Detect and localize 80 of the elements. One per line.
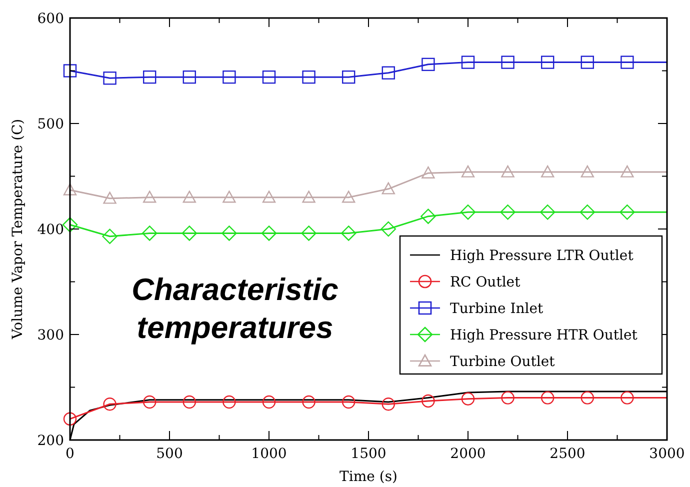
point	[620, 204, 635, 220]
point	[580, 391, 594, 404]
point	[63, 412, 77, 426]
y-axis-title: Volume Vapor Temperature (C)	[10, 118, 26, 340]
x-tick-label: 1500	[350, 446, 386, 462]
point	[380, 221, 396, 237]
point	[580, 204, 595, 220]
point	[342, 70, 356, 84]
point	[382, 182, 395, 194]
y-tick-label: 600	[37, 11, 64, 27]
point	[420, 208, 436, 224]
point	[382, 398, 395, 411]
point	[422, 394, 435, 408]
point	[222, 395, 236, 409]
point	[620, 165, 634, 178]
point	[461, 392, 475, 406]
legend-label: High Pressure HTR Outlet	[450, 328, 638, 344]
point	[382, 66, 395, 80]
point	[501, 391, 514, 404]
point	[62, 217, 78, 232]
x-tick-label: 500	[156, 446, 183, 462]
point	[341, 226, 356, 241]
point	[103, 398, 116, 411]
x-tick-label: 3000	[649, 446, 685, 462]
y-tick-label: 400	[37, 222, 64, 238]
point	[143, 70, 156, 84]
legend-label: Turbine Inlet	[450, 301, 544, 317]
x-tick-label: 2500	[550, 446, 586, 462]
point	[63, 64, 77, 78]
y-tick-label: 300	[37, 328, 64, 344]
x-tick-label: 2000	[450, 446, 486, 462]
point	[541, 165, 554, 178]
point	[580, 56, 594, 69]
x-tick-label: 0	[66, 446, 74, 462]
point	[222, 190, 236, 203]
point	[461, 165, 475, 178]
point	[500, 204, 516, 220]
point	[182, 70, 196, 84]
point	[541, 56, 554, 69]
point	[302, 190, 316, 203]
point	[541, 391, 554, 404]
point	[301, 226, 316, 241]
point	[460, 204, 476, 220]
annotation: Characteristic temperatures	[132, 272, 338, 345]
point	[501, 165, 514, 178]
point	[580, 165, 594, 178]
point	[63, 183, 77, 196]
point	[143, 190, 156, 203]
point	[422, 58, 435, 72]
legend-label: RC Outlet	[450, 274, 521, 290]
x-tick-label: 1000	[251, 446, 287, 462]
point	[302, 70, 316, 84]
point	[620, 56, 634, 69]
y-tick-label: 500	[37, 116, 64, 132]
point	[262, 190, 276, 203]
x-axis-title: Time (s)	[340, 469, 398, 485]
y-tick-label: 200	[37, 433, 64, 449]
point	[342, 395, 356, 409]
point	[103, 192, 116, 204]
point	[142, 226, 158, 241]
point	[143, 395, 156, 409]
point	[422, 166, 435, 178]
point	[222, 70, 236, 84]
point	[262, 395, 276, 409]
legend-label: High Pressure LTR Outlet	[450, 248, 634, 264]
point	[540, 204, 556, 220]
legend-label: Turbine Outlet	[450, 354, 556, 370]
point	[103, 72, 116, 85]
point	[262, 70, 276, 84]
point	[222, 226, 237, 241]
point	[302, 395, 316, 409]
point	[261, 226, 277, 241]
point	[620, 391, 634, 404]
point	[461, 56, 475, 69]
point	[182, 226, 197, 241]
point	[182, 190, 196, 203]
point	[342, 190, 356, 203]
point	[182, 395, 196, 409]
point	[501, 56, 514, 69]
point	[102, 228, 118, 244]
